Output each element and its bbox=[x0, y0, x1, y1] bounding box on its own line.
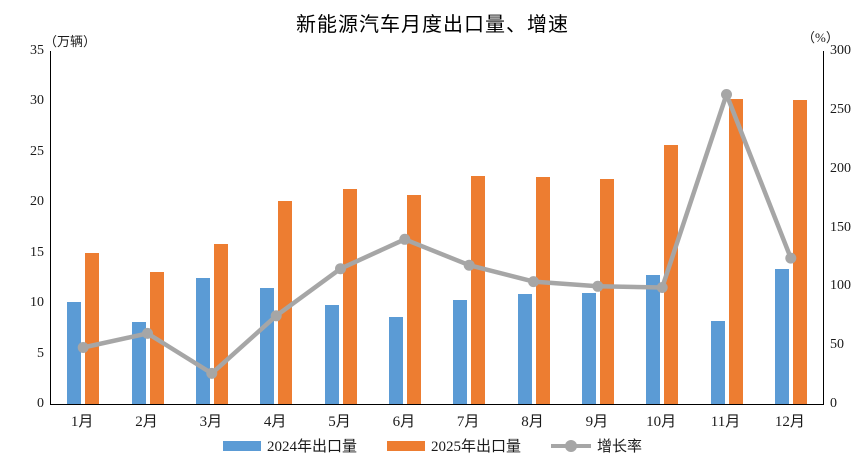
bar-2024年出口量-4月 bbox=[260, 288, 275, 404]
y-left-tick-35: 35 bbox=[30, 43, 44, 58]
bar-2024年出口量-11月 bbox=[710, 321, 725, 404]
legend-item-2025: 2025年出口量 bbox=[386, 435, 521, 456]
bar-2025年出口量-4月 bbox=[278, 201, 293, 404]
x-tick-10月: 10月 bbox=[646, 414, 677, 430]
plot-area bbox=[50, 51, 824, 405]
bar-2024年出口量-2月 bbox=[131, 322, 146, 404]
growth-marker-11月 bbox=[721, 89, 732, 100]
legend-swatch-growth-line bbox=[551, 439, 591, 452]
bar-2024年出口量-5月 bbox=[324, 305, 339, 404]
bar-2025年出口量-5月 bbox=[342, 189, 357, 404]
y-left-tick-30: 30 bbox=[30, 93, 44, 109]
x-tick-5月: 5月 bbox=[328, 414, 351, 430]
growth-marker-1月 bbox=[77, 342, 89, 353]
growth-marker-3月 bbox=[206, 367, 218, 379]
right-axis-unit: （%） bbox=[802, 30, 839, 45]
y-right-tick-300: 300 bbox=[830, 43, 851, 58]
y-right-tick-100: 100 bbox=[830, 278, 851, 294]
legend-label-2025: 2025年出口量 bbox=[430, 439, 521, 455]
bar-2025年出口量-1月 bbox=[85, 252, 100, 404]
x-tick-3月: 3月 bbox=[199, 414, 223, 430]
growth-marker-9月 bbox=[592, 280, 604, 292]
growth-marker-2月 bbox=[142, 327, 153, 339]
bar-2024年出口量-10月 bbox=[646, 274, 661, 404]
y-left-tick-5: 5 bbox=[37, 345, 44, 361]
bar-2025年出口量-6月 bbox=[406, 195, 421, 404]
x-tick-2月: 2月 bbox=[135, 414, 158, 430]
y-left-tick-0: 0 bbox=[37, 396, 44, 411]
left-axis-unit: （万辆） bbox=[44, 34, 97, 49]
x-tick-1月: 1月 bbox=[70, 414, 94, 430]
legend-item-growth: 增长率 bbox=[551, 435, 642, 456]
growth-marker-8月 bbox=[528, 276, 539, 288]
growth-marker-5月 bbox=[335, 263, 346, 275]
y-left-tick-20: 20 bbox=[30, 194, 44, 210]
x-tick-12月: 12月 bbox=[774, 414, 805, 430]
growth-line bbox=[80, 92, 794, 376]
y-left-tick-15: 15 bbox=[30, 244, 44, 260]
y-right-tick-150: 150 bbox=[830, 219, 851, 235]
x-tick-6月: 6月 bbox=[392, 414, 416, 430]
legend: 2024年出口量 2025年出口量 增长率 bbox=[0, 435, 865, 456]
growth-marker-6月 bbox=[399, 233, 411, 245]
x-tick-11月: 11月 bbox=[710, 414, 741, 430]
legend-item-2024: 2024年出口量 bbox=[222, 435, 357, 456]
bar-2024年出口量-8月 bbox=[517, 294, 532, 404]
legend-swatch-2025-bar bbox=[386, 440, 425, 451]
growth-marker-10月 bbox=[656, 282, 668, 293]
legend-swatch-2024-bar bbox=[222, 440, 261, 451]
bar-2024年出口量-9月 bbox=[581, 293, 596, 404]
growth-marker-12月 bbox=[785, 252, 797, 264]
y-right-tick-200: 200 bbox=[830, 160, 851, 176]
bar-2024年出口量-12月 bbox=[774, 268, 789, 404]
growth-marker-4月 bbox=[270, 310, 282, 322]
y-right-tick-50: 50 bbox=[830, 337, 844, 353]
x-tick-8月: 8月 bbox=[521, 414, 544, 430]
x-tick-4月: 4月 bbox=[263, 414, 287, 430]
legend-growth-line-marker bbox=[565, 439, 577, 452]
legend-label-2024: 2024年出口量 bbox=[266, 439, 357, 455]
y-right-tick-0: 0 bbox=[830, 396, 837, 411]
bar-2025年出口量-11月 bbox=[728, 99, 743, 404]
legend-label-growth: 增长率 bbox=[597, 439, 643, 455]
growth-line-layer bbox=[77, 89, 797, 379]
x-tick-7月: 7月 bbox=[456, 414, 480, 430]
growth-marker-7月 bbox=[463, 259, 475, 271]
bar-2024年出口量-7月 bbox=[453, 300, 468, 404]
x-tick-9月: 9月 bbox=[585, 414, 609, 430]
bar-2025年出口量-12月 bbox=[792, 100, 807, 404]
bar-2024年出口量-1月 bbox=[67, 302, 82, 404]
chart-title: 新能源汽车月度出口量、增速 bbox=[296, 14, 569, 36]
y-left-tick-10: 10 bbox=[30, 295, 44, 311]
y-right-tick-250: 250 bbox=[830, 101, 851, 117]
bar-2025年出口量-10月 bbox=[664, 144, 679, 404]
bar-2025年出口量-8月 bbox=[535, 177, 550, 404]
bar-2024年出口量-6月 bbox=[388, 317, 403, 404]
bar-2025年出口量-7月 bbox=[471, 176, 486, 404]
y-left-tick-25: 25 bbox=[30, 143, 44, 159]
bar-2025年出口量-9月 bbox=[599, 179, 614, 404]
